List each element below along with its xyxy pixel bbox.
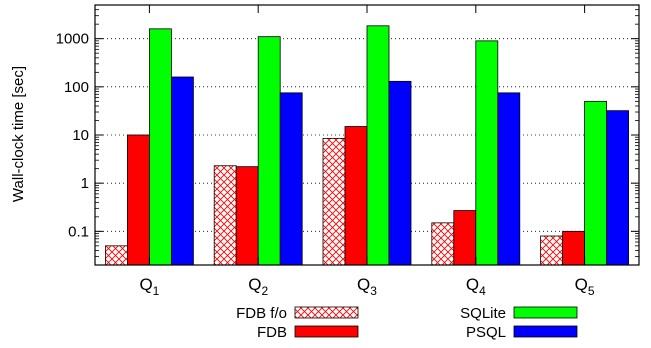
- legend-swatch-psql: [513, 325, 578, 338]
- y-tick-label: 1000: [56, 31, 89, 48]
- legend-label-fdb: FDB: [257, 324, 287, 341]
- y-tick-label: 0.1: [68, 223, 89, 240]
- legend-swatch-fdb-f-o: [294, 306, 359, 319]
- y-tick-label: 100: [64, 79, 89, 96]
- bar-fdb: [127, 134, 150, 266]
- y-tick-label: 1: [81, 175, 89, 192]
- legend-label-sqlite: SQLite: [460, 305, 506, 322]
- bar-sqlite: [584, 100, 607, 266]
- bar-sqlite: [475, 40, 499, 266]
- bars: [105, 25, 629, 266]
- bar-fdb: [453, 210, 477, 266]
- bar-sqlite: [366, 25, 390, 266]
- bar-fdb-f-o: [540, 235, 563, 266]
- legend-label-fdb-f-o: FDB f/o: [236, 305, 287, 322]
- x-tick-label: Q2: [248, 275, 268, 298]
- bar-psql: [606, 110, 629, 266]
- bar-sqlite: [257, 36, 281, 266]
- bar-fdb: [562, 230, 585, 266]
- y-axis-label: Wall-clock time [sec]: [10, 66, 27, 202]
- bar-psql: [279, 92, 303, 266]
- bar-fdb-f-o: [213, 165, 237, 266]
- bar-fdb: [344, 126, 368, 266]
- plot-frame: [94, 4, 640, 266]
- axes: 0.1 1 10 100 1000 Q1 Q2 Q3 Q4 Q5: [56, 4, 640, 298]
- bar-fdb-f-o: [431, 222, 455, 266]
- x-tick-label: Q5: [575, 275, 595, 298]
- x-tick-label: Q1: [139, 275, 159, 298]
- bar-fdb-f-o: [105, 245, 128, 266]
- bar-fdb: [235, 166, 259, 266]
- bar-fdb-f-o: [322, 137, 346, 266]
- y-tick-label: 10: [72, 127, 89, 144]
- bar-psql: [388, 80, 412, 266]
- legend: FDB f/o FDB SQLite PSQL: [236, 305, 578, 341]
- x-tick-label: Q3: [357, 275, 377, 298]
- bar-psql: [170, 76, 194, 266]
- x-tick-label: Q4: [466, 275, 486, 298]
- legend-swatch-sqlite: [513, 306, 578, 319]
- legend-swatch-fdb: [294, 325, 359, 338]
- bar-sqlite: [148, 28, 172, 266]
- bar-psql: [497, 92, 521, 266]
- legend-label-psql: PSQL: [466, 324, 506, 341]
